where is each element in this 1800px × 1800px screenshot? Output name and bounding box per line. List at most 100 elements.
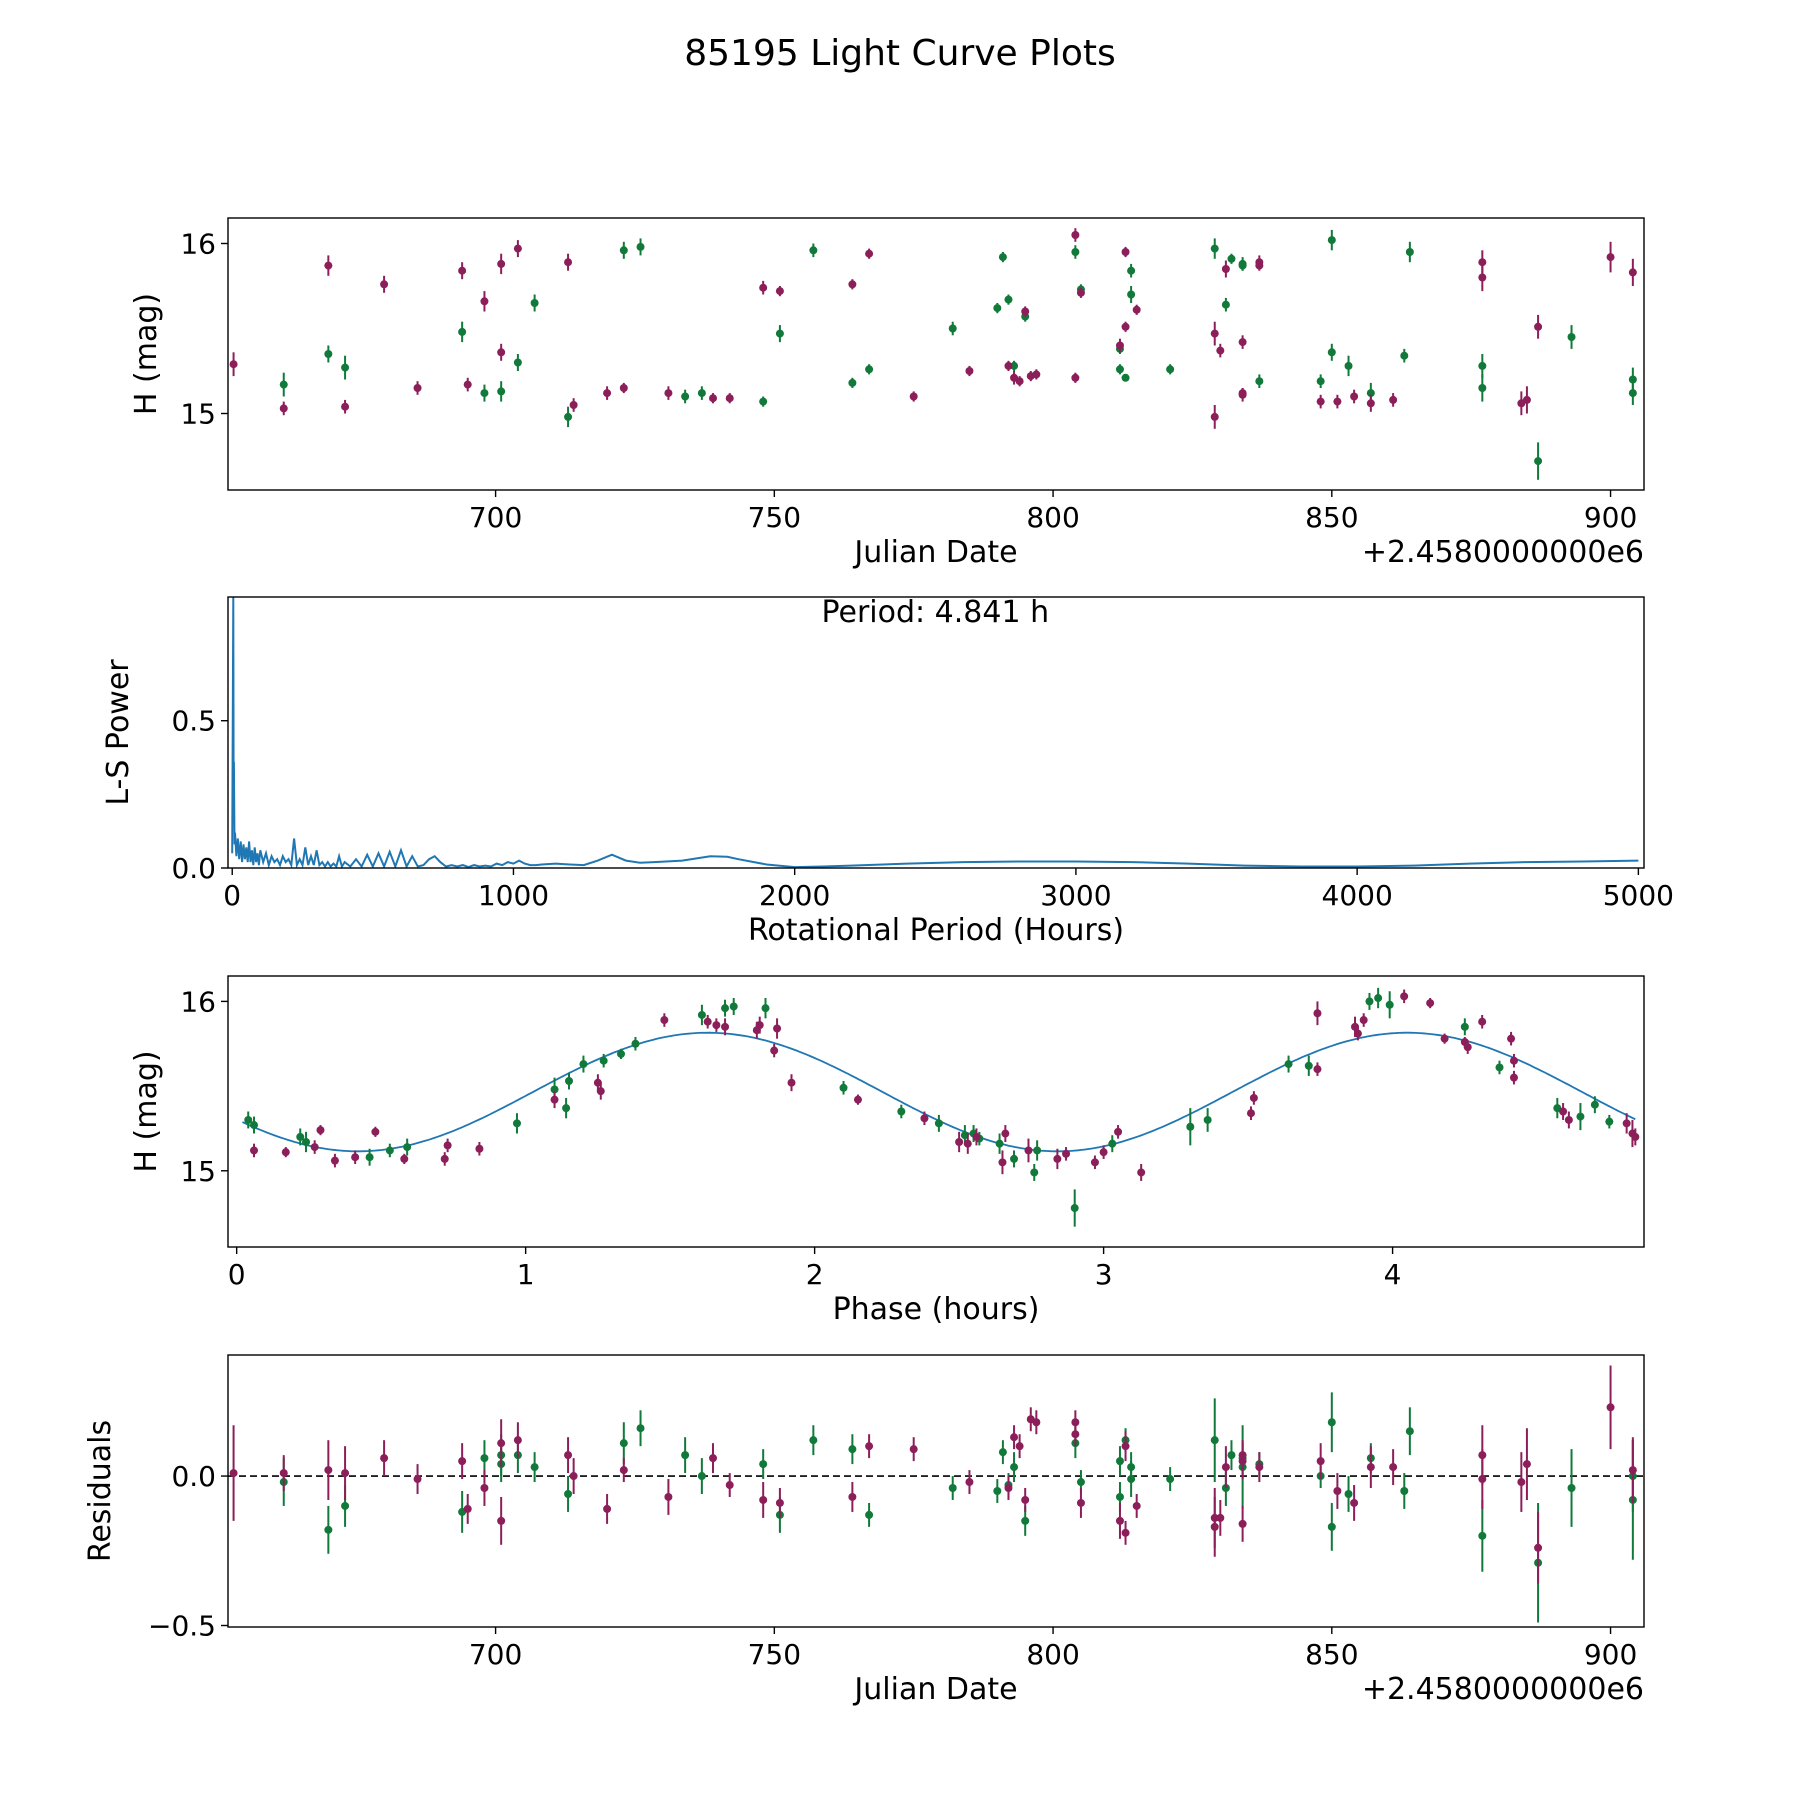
- filter-magenta-point: [341, 402, 350, 411]
- periodogram-panel: 0 1000 2000 3000 4000 5000 0.0 0.5 Rotational Pe…: [101, 595, 1674, 948]
- filter-magenta-point: [400, 1154, 409, 1163]
- filter-magenta-point: [865, 1442, 874, 1451]
- light-curve-panel: 700 750 800 850 900 15 16 Julian Date H (mag) +2.…: [129, 217, 1645, 570]
- filter-green-point: [1400, 351, 1409, 360]
- filter-green-point: [1327, 348, 1336, 357]
- filter-green-point: [1400, 1487, 1409, 1495]
- filter-magenta-point: [1210, 1513, 1219, 1522]
- filter-green-point: [617, 1049, 626, 1058]
- filter-green-point: [1033, 1146, 1042, 1155]
- filter-green-point: [1344, 361, 1353, 370]
- x-tick-label: 0: [223, 879, 241, 912]
- filter-green-point: [1210, 244, 1219, 253]
- filter-magenta-point: [310, 1143, 319, 1152]
- filter-magenta-point: [1090, 1158, 1099, 1167]
- filter-green-point: [1567, 333, 1576, 341]
- filter-green-point: [1210, 1436, 1219, 1445]
- filter-magenta-point: [1400, 992, 1409, 1001]
- filter-magenta-point: [1534, 322, 1543, 331]
- filter-green-point: [809, 1436, 818, 1445]
- filter-magenta-point: [853, 1095, 862, 1104]
- filter-magenta-point: [1606, 253, 1615, 262]
- filter-green-point: [1115, 1492, 1124, 1501]
- filter-magenta-point: [1255, 261, 1264, 270]
- filter-green-point: [1127, 1475, 1136, 1484]
- filter-green-point: [1115, 1457, 1124, 1466]
- filter-magenta-point: [1221, 1463, 1230, 1472]
- filter-magenta-point: [965, 367, 974, 375]
- filter-magenta-point: [1021, 307, 1030, 316]
- filter-green-point: [530, 1463, 539, 1472]
- x-axis-label: Julian Date: [852, 535, 1017, 570]
- filter-green-point: [1127, 290, 1136, 299]
- filter-magenta-point: [1210, 329, 1219, 338]
- filter-magenta-point: [1115, 1516, 1124, 1525]
- filter-green-point: [530, 299, 539, 307]
- filter-magenta-point: [998, 1158, 1007, 1167]
- filter-magenta-point: [281, 1148, 290, 1157]
- filter-green-point: [681, 1451, 690, 1460]
- filter-green-point: [995, 1139, 1004, 1148]
- filter-green-point: [1385, 1000, 1394, 1009]
- filter-green-point: [1021, 1516, 1030, 1525]
- filter-magenta-point: [1015, 1442, 1024, 1451]
- filter-magenta-point: [413, 384, 422, 392]
- x-tick-label: 900: [1584, 501, 1637, 534]
- filter-green-point: [341, 1501, 350, 1510]
- filter-magenta-point: [1238, 1519, 1247, 1528]
- filter-green-point: [839, 1083, 848, 1092]
- filter-magenta-point: [1210, 412, 1219, 421]
- filter-magenta-point: [279, 1469, 288, 1478]
- filter-magenta-point: [1114, 1127, 1123, 1136]
- filter-green-point: [480, 389, 489, 398]
- filter-magenta-point: [1024, 1146, 1033, 1155]
- filter-green-point: [244, 1115, 253, 1124]
- filter-green-point: [865, 1510, 874, 1519]
- axes-frame: [227, 975, 1645, 1248]
- axes-frame: [227, 596, 1645, 869]
- filter-magenta-point: [721, 1022, 730, 1031]
- filter-green-point: [1227, 254, 1236, 263]
- filter-magenta-point: [1076, 288, 1085, 297]
- filter-green-point: [458, 327, 467, 336]
- filter-magenta-point: [497, 259, 506, 268]
- filter-green-point: [564, 1489, 573, 1498]
- filter-green-point: [1203, 1115, 1212, 1124]
- x-tick-label: 750: [748, 501, 801, 534]
- filter-magenta-point: [250, 1146, 259, 1155]
- filter-green-point: [1004, 295, 1013, 304]
- filter-magenta-point: [1099, 1148, 1108, 1157]
- filter-magenta-point: [1463, 1043, 1472, 1052]
- filter-magenta-point: [1359, 1016, 1368, 1025]
- figure-title: 85195 Light Curve Plots: [684, 33, 1116, 74]
- filter-magenta-point: [712, 1021, 721, 1030]
- filter-magenta-point: [619, 1466, 628, 1475]
- filter-magenta-point: [1559, 1107, 1568, 1116]
- filter-green-point: [550, 1085, 559, 1094]
- x-tick-label: 4000: [1322, 879, 1393, 912]
- filter-green-point: [1108, 1139, 1117, 1148]
- filter-magenta-point: [341, 1469, 350, 1478]
- filter-magenta-point: [1001, 1129, 1010, 1138]
- x-tick-label: 1000: [478, 879, 549, 912]
- filter-magenta-point: [596, 1087, 605, 1096]
- filter-magenta-point: [848, 280, 857, 289]
- filter-magenta-point: [1534, 1543, 1543, 1552]
- filter-green-point: [809, 246, 818, 255]
- filter-magenta-point: [1622, 1119, 1631, 1128]
- filter-magenta-point: [513, 244, 522, 253]
- filter-green-point: [993, 304, 1002, 313]
- phase-folded-panel: 0 1 2 3 4 15 16 Phase (hours) H (mag): [129, 975, 1645, 1327]
- filter-magenta-point: [440, 1154, 449, 1163]
- filter-magenta-point: [1132, 305, 1141, 314]
- filter-magenta-point: [759, 283, 768, 292]
- filter-green-point: [1327, 1522, 1336, 1531]
- filter-green-point: [897, 1107, 906, 1116]
- filter-green-point: [636, 242, 645, 251]
- filter-magenta-point: [550, 1095, 559, 1104]
- filter-magenta-point: [1115, 341, 1124, 350]
- filter-magenta-point: [603, 1504, 612, 1513]
- filter-magenta-point: [787, 1078, 796, 1087]
- filter-magenta-point: [848, 1492, 857, 1501]
